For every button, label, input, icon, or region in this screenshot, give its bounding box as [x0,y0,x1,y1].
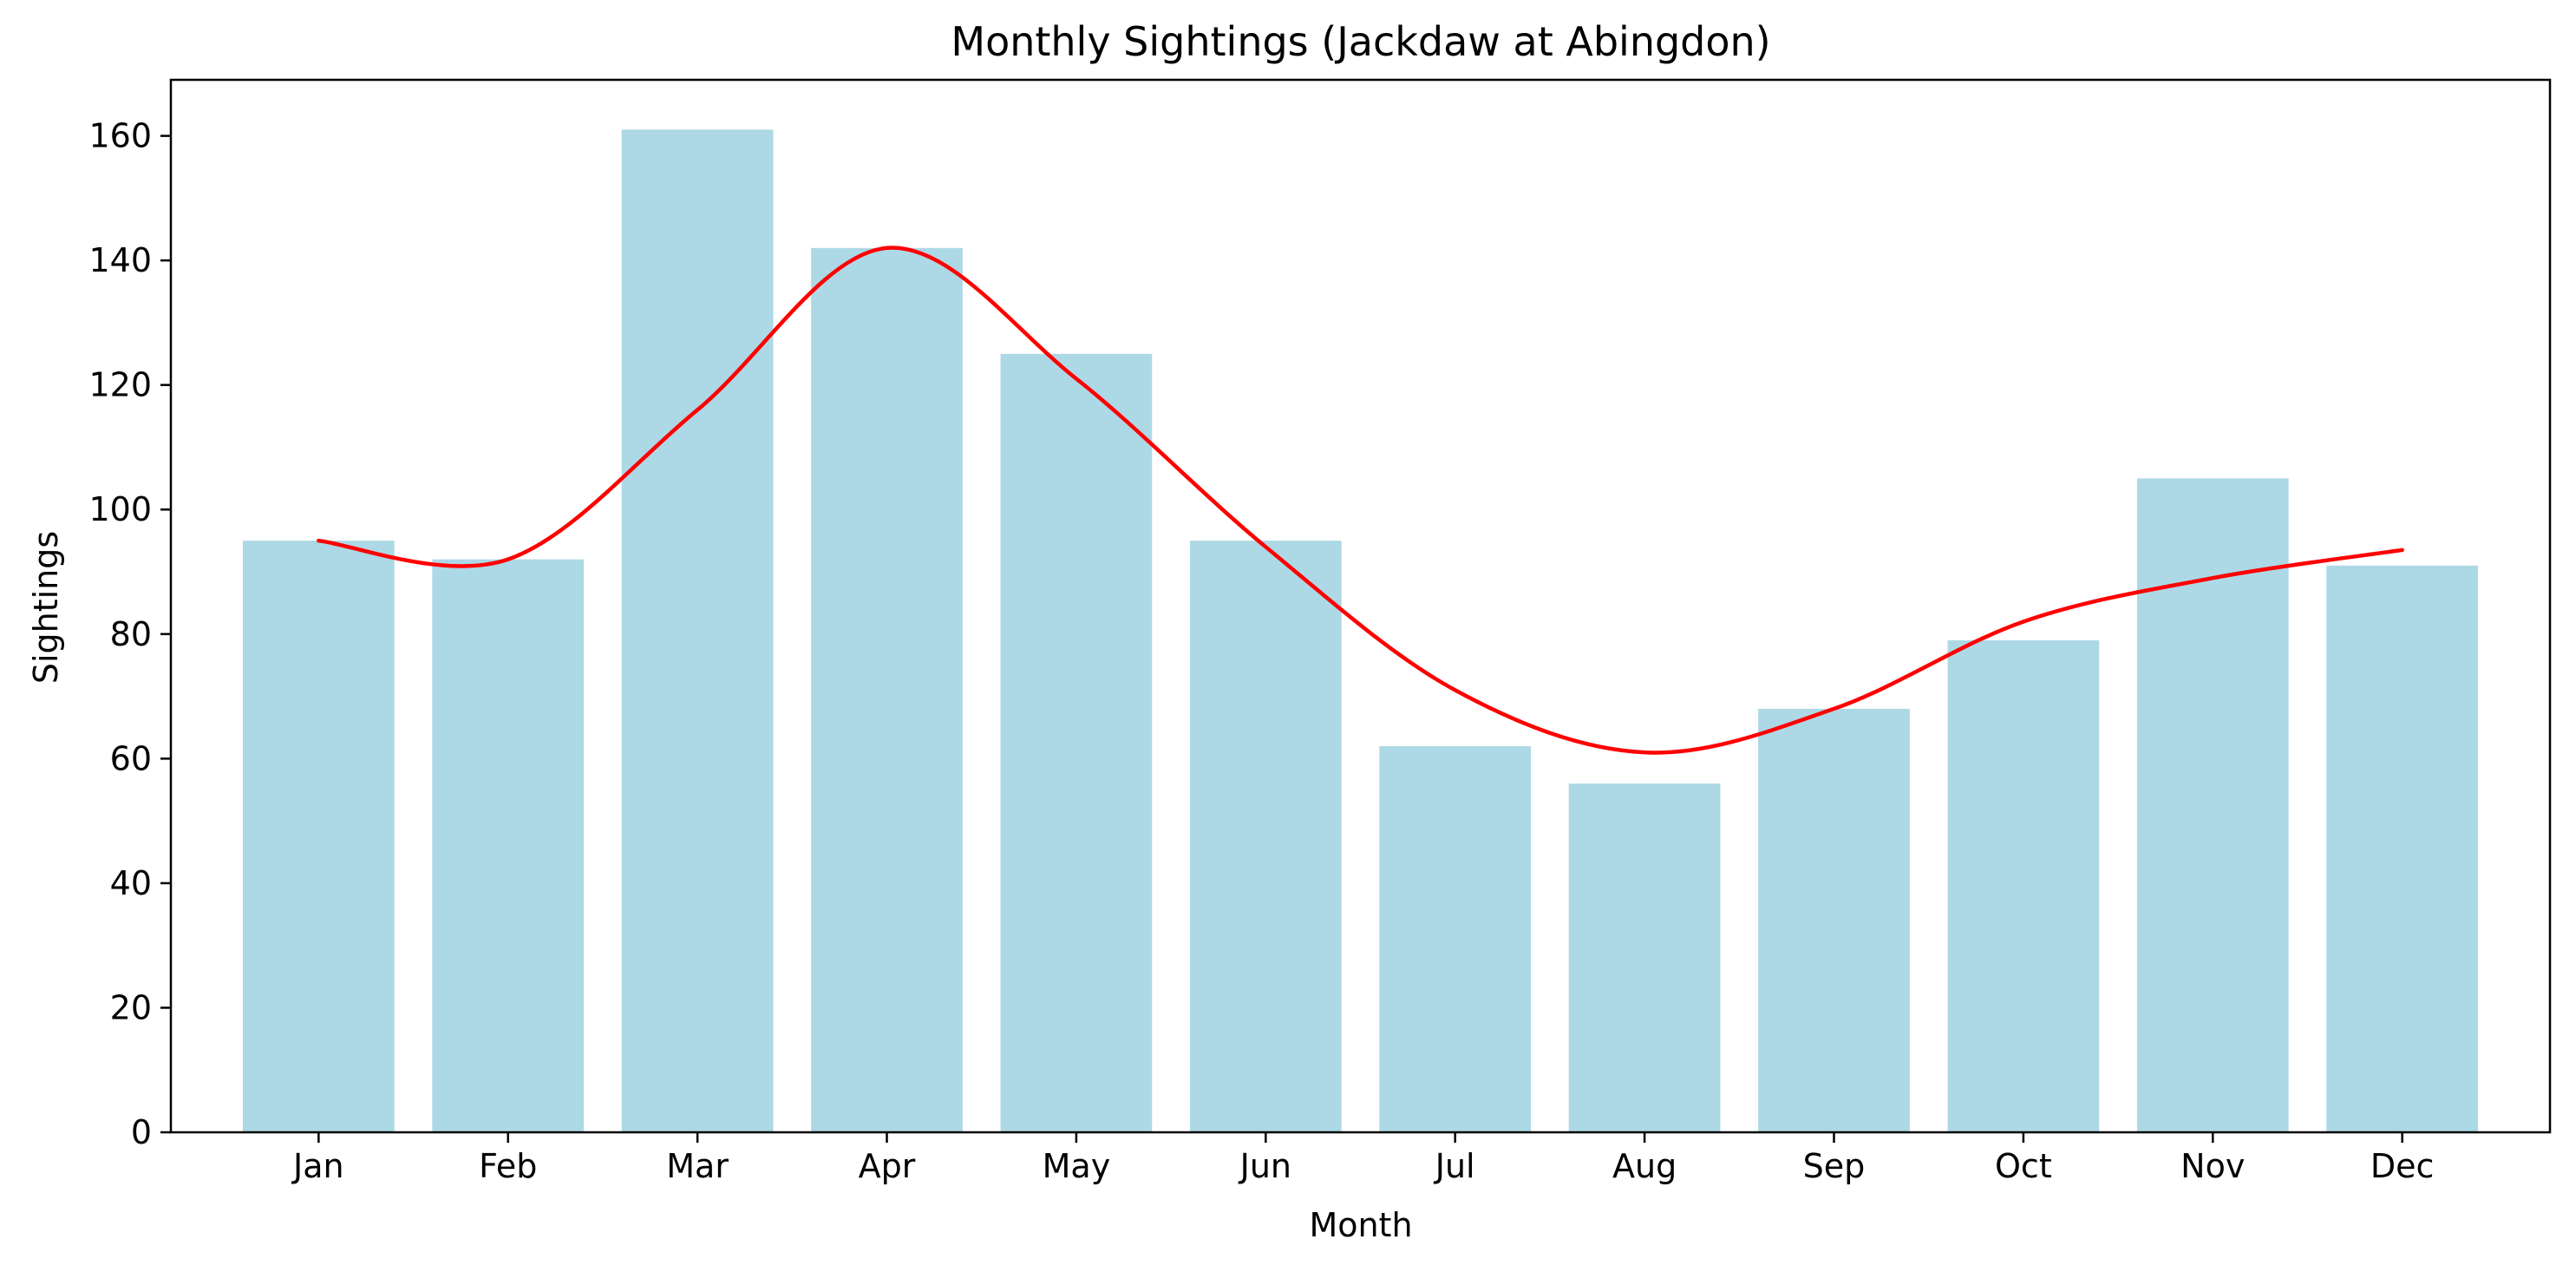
bar-mar [621,129,774,1132]
x-tick-label: Nov [2180,1147,2245,1185]
bar-sep [1758,708,1910,1132]
y-tick-label: 160 [88,117,152,155]
y-tick-label: 140 [88,241,152,279]
y-axis-label: Sightings [27,531,65,684]
x-tick-label: Sep [1803,1147,1866,1185]
x-tick-label: Feb [479,1147,537,1185]
x-tick-label: May [1043,1147,1111,1185]
x-tick-label: Oct [1995,1147,2052,1185]
bar-aug [1568,784,1721,1132]
chart-title: Monthly Sightings (Jackdaw at Abingdon) [951,18,1770,65]
bar-apr [811,247,963,1132]
x-tick-label: Jan [291,1147,344,1185]
x-tick-label: Apr [859,1147,916,1185]
y-tick-label: 100 [88,490,152,528]
x-tick-label: Jun [1239,1147,1291,1185]
y-axis: 0 20 40 60 80 100 120 140 160 [88,117,171,1151]
bar-dec [2326,565,2479,1132]
bar-jan [242,541,395,1132]
bar-group [242,129,2479,1132]
bar-jun [1189,541,1342,1132]
x-tick-label: Mar [666,1147,729,1185]
plot-frame [169,78,2552,1134]
y-tick-label: 40 [110,864,152,902]
bar-jul [1379,745,1532,1132]
bar-feb [432,559,585,1132]
bar-oct [1947,639,2100,1132]
bar-may [1000,353,1153,1132]
y-tick-label: 80 [110,615,152,653]
x-tick-label: Dec [2370,1147,2435,1185]
y-tick-label: 0 [131,1113,152,1151]
y-tick-label: 20 [110,988,152,1026]
x-tick-label: Jul [1434,1147,1475,1185]
x-axis-label: Month [1309,1206,1412,1244]
x-tick-label: Aug [1612,1147,1677,1185]
y-tick-label: 120 [88,366,152,404]
y-tick-label: 60 [110,739,152,777]
trend-line [317,246,2404,755]
x-axis: Jan Feb Mar Apr May Jun Jul Aug Sep Oct Nov Dec [291,1132,2434,1185]
